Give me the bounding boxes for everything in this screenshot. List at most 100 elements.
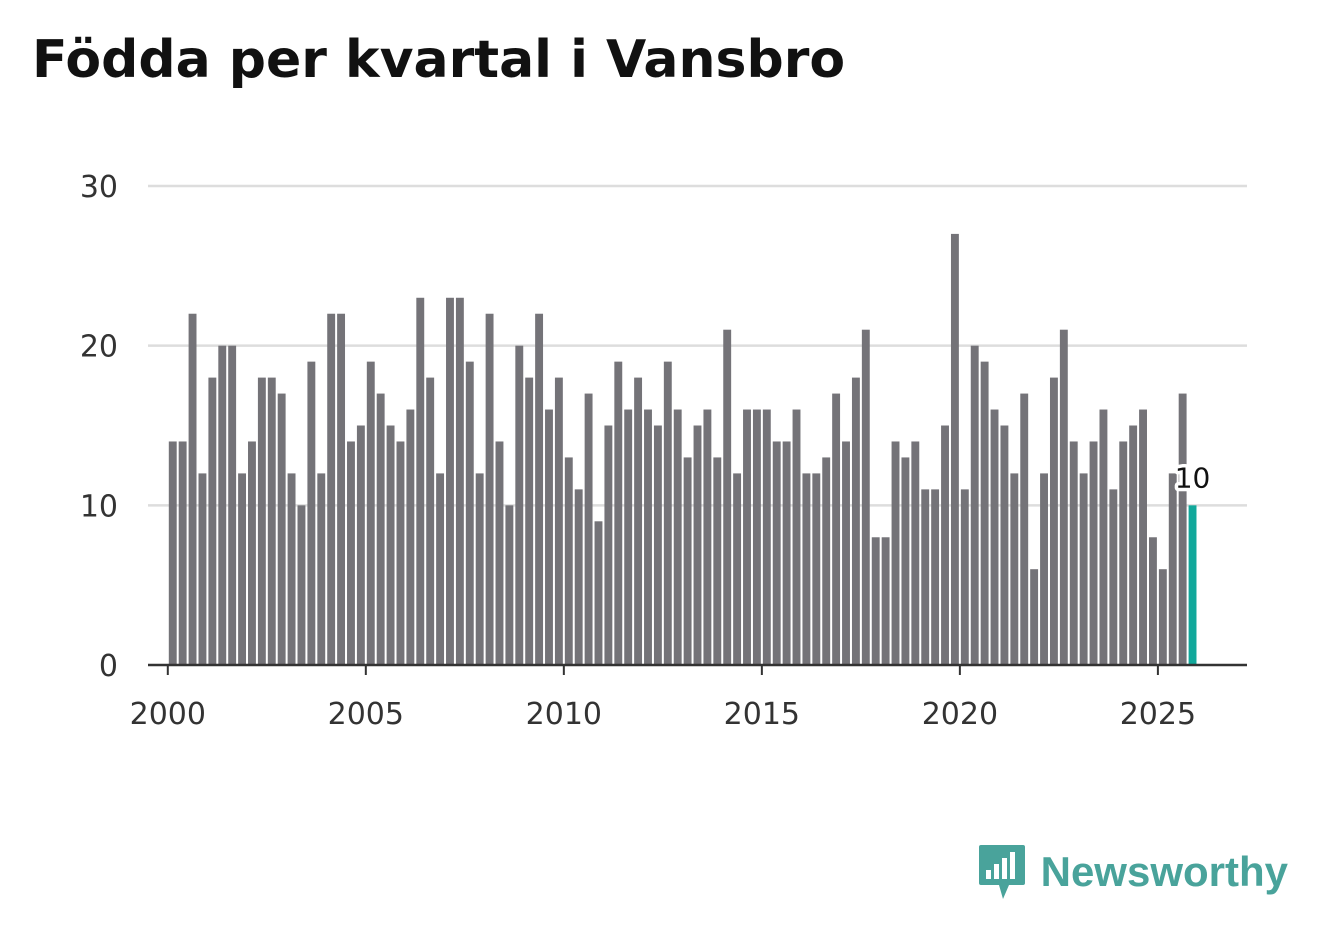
bar-2022-q4	[1069, 441, 1078, 665]
bar-2005-q2	[376, 393, 385, 665]
bar-2015-q3	[782, 441, 791, 665]
bar-2004-q3	[347, 441, 355, 665]
bar-2003-q2	[297, 505, 306, 665]
y-tick-label-10: 10	[80, 489, 118, 524]
bar-2012-q2	[653, 425, 662, 665]
bar-2014-q4	[752, 409, 761, 665]
bar-2018-q1	[881, 537, 890, 665]
bar-2018-q4	[911, 441, 920, 665]
bar-2007-q4	[475, 473, 484, 665]
bar-2016-q3	[822, 457, 831, 665]
bar-2007-q1	[446, 297, 454, 665]
bar-2006-q1	[406, 409, 415, 665]
bar-2005-q3	[386, 425, 395, 665]
bar-2000-q3	[188, 313, 197, 665]
bar-2003-q3	[307, 361, 316, 665]
bar-2019-q1	[921, 489, 930, 665]
data-labels: 10	[1171, 458, 1214, 498]
bar-2010-q3	[584, 393, 593, 665]
bar-2022-q2	[1049, 377, 1058, 665]
bar-2015-q1	[762, 409, 771, 665]
bar-2024-q3	[1139, 409, 1147, 665]
bar-2020-q3	[980, 361, 989, 665]
bar-2001-q1	[208, 377, 217, 665]
bar-2021-q3	[1020, 393, 1029, 665]
bar-2019-q3	[941, 425, 949, 665]
bar-2015-q4	[792, 409, 801, 665]
bar-2005-q1	[366, 361, 375, 665]
bar-2002-q2	[257, 377, 266, 665]
bar-2007-q2	[455, 297, 464, 665]
bar-2011-q4	[634, 377, 643, 665]
brand-name: Newsworthy	[1040, 848, 1288, 895]
bar-2002-q3	[267, 377, 276, 665]
bar-2012-q1	[644, 409, 652, 665]
bar-2015-q2	[772, 441, 781, 665]
bar-2009-q1	[525, 377, 534, 665]
x-tick-label-2025: 2025	[1120, 697, 1196, 732]
bar-2024-q2	[1129, 425, 1138, 665]
bar-2002-q1	[248, 441, 256, 665]
bar-2024-q4	[1148, 537, 1157, 665]
bar-2014-q1	[723, 329, 732, 665]
bar-2025-q2	[1168, 473, 1177, 665]
bar-2022-q3	[1059, 329, 1068, 665]
bar-2021-q4	[1030, 569, 1039, 665]
bar-2008-q4	[515, 345, 524, 665]
bar-2021-q2	[1010, 473, 1019, 665]
chart-title: Födda per kvartal i Vansbro	[32, 30, 846, 90]
bar-2010-q4	[594, 521, 603, 665]
bar-2013-q3	[703, 409, 712, 665]
bar-2006-q3	[426, 377, 435, 665]
bar-2011-q1	[604, 425, 613, 665]
bar-2002-q4	[277, 393, 286, 665]
bar-2025-q3	[1178, 393, 1187, 665]
bar-2012-q4	[673, 409, 682, 665]
x-tick-label-2015: 2015	[724, 697, 800, 732]
bar-2020-q4	[990, 409, 999, 665]
bar-2022-q1	[1040, 473, 1048, 665]
bar-2011-q2	[614, 361, 623, 665]
x-tick-label-2010: 2010	[526, 697, 602, 732]
bar-2005-q4	[396, 441, 405, 665]
bar-2014-q3	[743, 409, 751, 665]
bar-2009-q4	[554, 377, 563, 665]
bar-2025-q4	[1188, 505, 1197, 665]
bar-2003-q1	[287, 473, 296, 665]
bar-2013-q2	[693, 425, 702, 665]
bar-2010-q1	[564, 457, 573, 665]
bar-2020-q1	[960, 489, 969, 665]
bar-2017-q2	[851, 377, 860, 665]
bar-2016-q4	[832, 393, 841, 665]
brand-logo: Newsworthy	[977, 843, 1288, 901]
bar-2020-q2	[970, 345, 979, 665]
bar-2023-q2	[1089, 441, 1098, 665]
axes: 0 10 20 30 2000 2005 2010 2015 2020 2025	[80, 170, 1247, 732]
bar-2008-q1	[485, 313, 494, 665]
y-tick-label-20: 20	[80, 330, 118, 365]
bar-2025-q1	[1158, 569, 1167, 665]
bar-2007-q3	[465, 361, 474, 665]
bar-2001-q4	[238, 473, 247, 665]
bar-2023-q3	[1099, 409, 1108, 665]
bar-2018-q3	[901, 457, 910, 665]
bar-2011-q3	[624, 409, 633, 665]
bar-2004-q1	[327, 313, 336, 665]
bar-2004-q4	[356, 425, 365, 665]
bar-2004-q2	[337, 313, 346, 665]
bar-2021-q1	[1000, 425, 1009, 665]
bar-2000-q4	[198, 473, 207, 665]
bar-2010-q2	[574, 489, 583, 665]
bar-2013-q4	[713, 457, 722, 665]
bar-2006-q2	[416, 297, 425, 665]
bar-2017-q1	[842, 441, 850, 665]
x-tick-label-2005: 2005	[328, 697, 404, 732]
bar-2013-q1	[683, 457, 692, 665]
data-label-103: 10	[1175, 461, 1211, 494]
bar-2000-q2	[178, 441, 187, 665]
bar-2018-q2	[891, 441, 900, 665]
bar-2008-q3	[505, 505, 514, 665]
bars	[168, 233, 1197, 665]
